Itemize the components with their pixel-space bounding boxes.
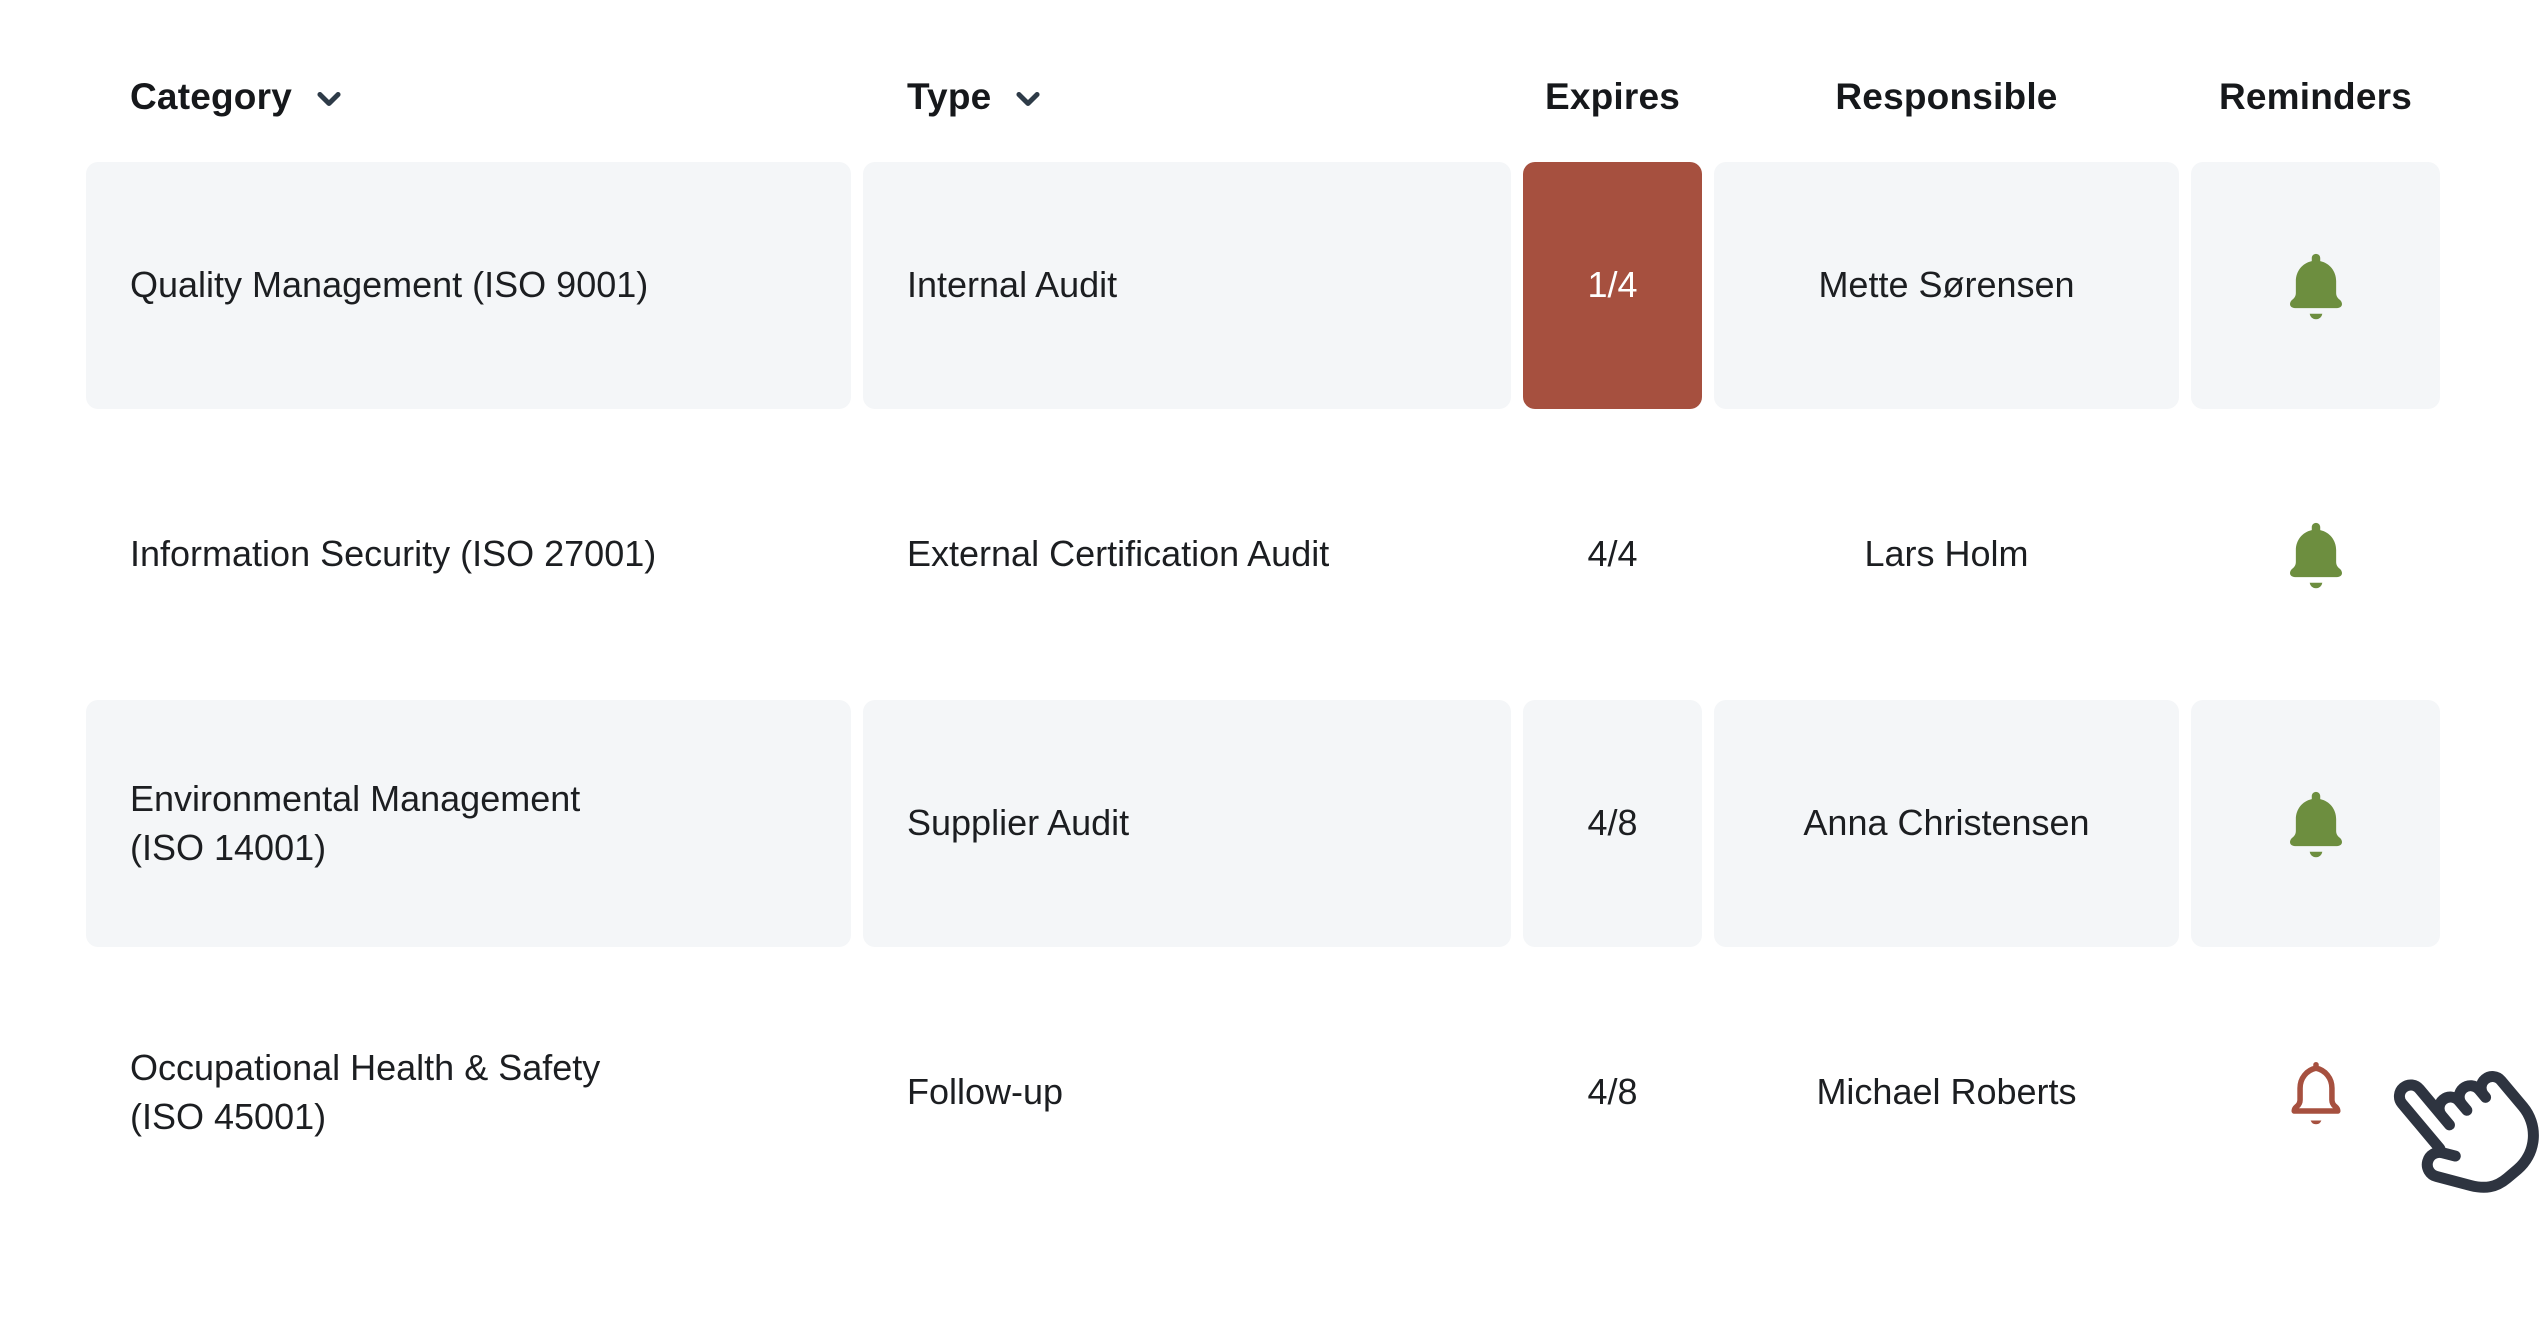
- column-header-reminders-label: Reminders: [2218, 76, 2413, 117]
- reminder-bell-on-icon[interactable]: [2277, 247, 2355, 325]
- category-cell: Environmental Management (ISO 14001): [86, 700, 851, 947]
- column-header-type-label: Type: [907, 76, 992, 117]
- column-header-responsible-label: Responsible: [1835, 76, 2058, 117]
- chevron-down-icon[interactable]: [1011, 82, 1045, 116]
- expires-value: 4/4: [1587, 533, 1638, 575]
- type-value: Supplier Audit: [907, 802, 1130, 844]
- column-header-reminders: Reminders: [2191, 40, 2440, 154]
- reminders-cell: [2191, 700, 2440, 947]
- expires-alert-badge: 1/4: [1523, 162, 1702, 409]
- responsible-value: Michael Roberts: [1816, 1071, 2077, 1113]
- category-value: Occupational Health & Safety (ISO 45001): [130, 1046, 601, 1137]
- responsible-cell: Michael Roberts: [1714, 969, 2179, 1216]
- reminders-cell: [2191, 969, 2440, 1216]
- responsible-value: Lars Holm: [1864, 533, 2029, 575]
- responsible-cell: Mette Sørensen: [1714, 162, 2179, 409]
- category-cell: Information Security (ISO 27001): [86, 431, 851, 678]
- expires-cell: 4/8: [1523, 969, 1702, 1216]
- type-value: Internal Audit: [907, 264, 1118, 306]
- category-cell: Quality Management (ISO 9001): [86, 162, 851, 409]
- expires-cell: 4/8: [1523, 700, 1702, 947]
- reminder-bell-on-icon[interactable]: [2277, 785, 2355, 863]
- table-header-row: Category Type Expires Responsible Remind…: [86, 40, 2440, 154]
- responsible-cell: Anna Christensen: [1714, 700, 2179, 947]
- category-value: Environmental Management (ISO 14001): [130, 777, 581, 868]
- chevron-down-icon[interactable]: [312, 82, 346, 116]
- column-header-category[interactable]: Category: [86, 40, 851, 154]
- expires-value: 4/8: [1587, 802, 1638, 844]
- reminders-cell: [2191, 431, 2440, 678]
- type-cell: Supplier Audit: [863, 700, 1511, 947]
- column-header-expires: Expires: [1523, 40, 1702, 154]
- type-value: Follow-up: [907, 1071, 1064, 1113]
- table-row: Quality Management (ISO 9001) Internal A…: [86, 162, 2440, 409]
- table-row: Environmental Management (ISO 14001) Sup…: [86, 700, 2440, 947]
- table-row: Occupational Health & Safety (ISO 45001)…: [86, 969, 2440, 1216]
- column-header-category-label: Category: [130, 76, 292, 117]
- reminders-cell: [2191, 162, 2440, 409]
- category-cell: Occupational Health & Safety (ISO 45001): [86, 969, 851, 1216]
- reminder-bell-on-icon[interactable]: [2277, 516, 2355, 594]
- type-cell: Internal Audit: [863, 162, 1511, 409]
- category-value: Information Security (ISO 27001): [130, 533, 657, 575]
- responsible-value: Anna Christensen: [1803, 802, 2090, 844]
- category-value: Quality Management (ISO 9001): [130, 264, 649, 306]
- column-header-responsible: Responsible: [1714, 40, 2179, 154]
- expires-value: 4/8: [1587, 1071, 1638, 1113]
- reminder-bell-alert-icon[interactable]: [2277, 1054, 2355, 1132]
- expires-value: 1/4: [1587, 264, 1638, 306]
- column-header-type[interactable]: Type: [863, 40, 1511, 154]
- responsible-value: Mette Sørensen: [1818, 264, 2075, 306]
- type-cell: Follow-up: [863, 969, 1511, 1216]
- responsible-cell: Lars Holm: [1714, 431, 2179, 678]
- expires-cell: 4/4: [1523, 431, 1702, 678]
- column-header-expires-label: Expires: [1544, 76, 1681, 117]
- type-value: External Certification Audit: [907, 533, 1330, 575]
- type-cell: External Certification Audit: [863, 431, 1511, 678]
- table-row: Information Security (ISO 27001) Externa…: [86, 431, 2440, 678]
- audit-table: Category Type Expires Responsible Remind…: [86, 40, 2440, 1238]
